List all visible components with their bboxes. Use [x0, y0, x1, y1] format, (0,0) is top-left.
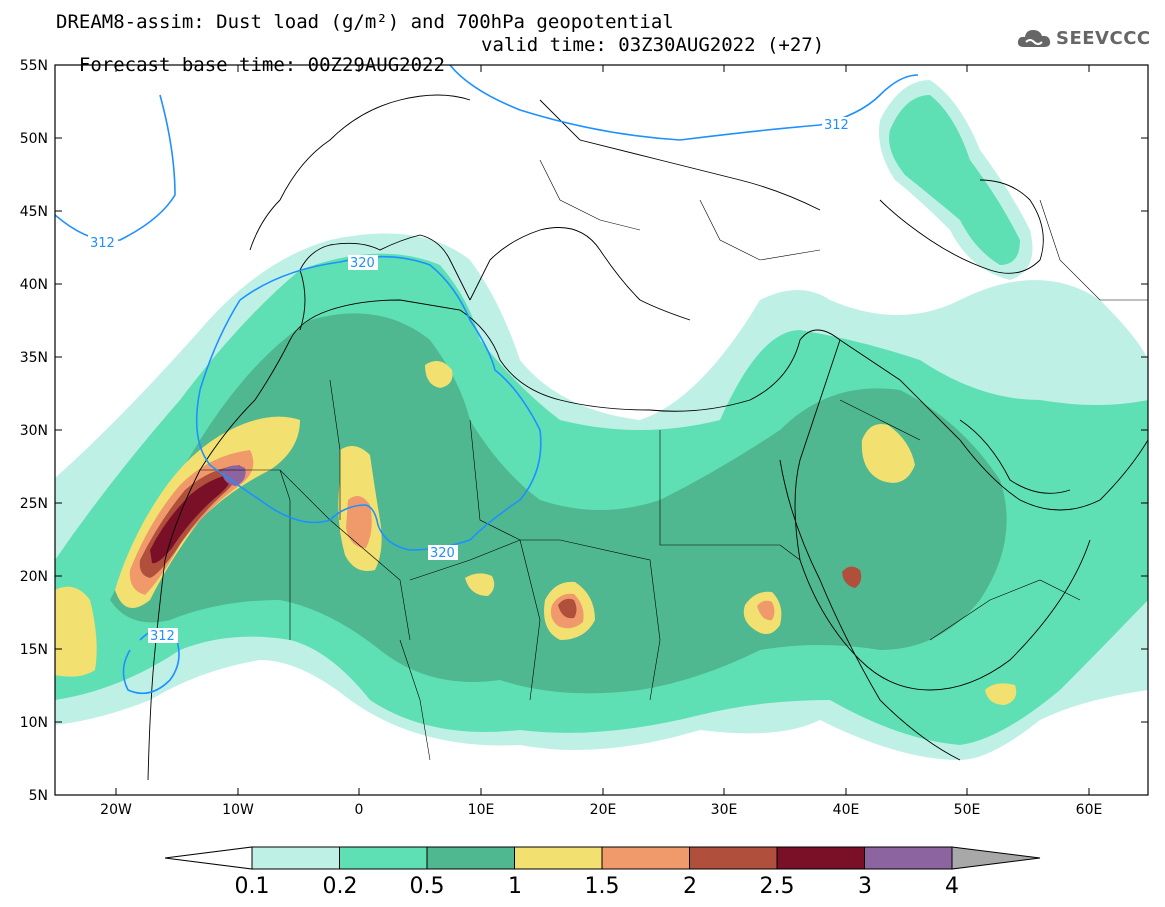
- lon-label: 0: [355, 802, 364, 818]
- lon-label: 50E: [954, 802, 981, 818]
- contour-312-north: [449, 65, 919, 141]
- colorbar-box: [601, 846, 690, 870]
- colorbar-over-arrow: [951, 846, 1041, 870]
- geopotential-contours: [55, 65, 919, 695]
- coastlines: [147, 94, 1148, 781]
- colorbar-label: 0.5: [410, 874, 445, 899]
- lat-label: 45N: [20, 204, 48, 220]
- colorbar-label: 0.2: [323, 874, 358, 899]
- dust-shading: [55, 80, 1148, 761]
- lat-label: 15N: [20, 642, 48, 658]
- logo-text: SEEVCCC: [1056, 27, 1151, 49]
- colorbar-box: [251, 846, 340, 870]
- dust-level-1-tunisia: [425, 361, 453, 388]
- contour-label-312-c: 312: [150, 629, 175, 644]
- colorbar-label: 0.1: [235, 874, 270, 899]
- dust-level-1.5-sudan: [757, 600, 775, 621]
- dust-level-1-atlantic: [55, 586, 97, 677]
- contour-320: [195, 255, 542, 551]
- lat-label: 55N: [20, 58, 48, 74]
- dust-level-1-yemen: [985, 683, 1017, 705]
- contour-labels: 312 312 320 320 312: [88, 117, 852, 644]
- colorbar-label: 1: [508, 874, 522, 899]
- lat-label: 25N: [20, 496, 48, 512]
- axis-ticks: [55, 64, 1148, 795]
- colorbar-under-arrow: [164, 846, 253, 870]
- contour-label-320-a: 320: [350, 256, 375, 271]
- colorbar-label: 4: [945, 874, 959, 899]
- lat-label: 20N: [20, 569, 48, 585]
- dust-level-2-eritrea: [842, 566, 862, 588]
- contour-label-312-a: 312: [90, 236, 115, 251]
- dust-level-3: [222, 465, 246, 486]
- lon-label: 30E: [711, 802, 738, 818]
- colorbar-box: [864, 846, 953, 870]
- lon-label: 20W: [100, 802, 132, 818]
- colorbar-box: [426, 846, 515, 870]
- lat-label: 50N: [20, 131, 48, 147]
- lat-label: 40N: [20, 277, 48, 293]
- cloud-icon: [1017, 30, 1051, 47]
- map-title: DREAM8-assim: Dust load (g/m²) and 700hP…: [56, 11, 674, 33]
- colorbar-label: 1.5: [585, 874, 620, 899]
- colorbar-label: 2.5: [760, 874, 795, 899]
- colorbar-box: [514, 846, 603, 870]
- dust-level-2-tchad: [558, 598, 577, 619]
- dust-level-1.5-algeria: [346, 496, 372, 548]
- colorbar: 0.1 0.2 0.5 1 1.5 2 2.5 3 4: [164, 846, 1041, 899]
- colorbar-box: [689, 846, 778, 870]
- latitude-labels: 55N 50N 45N 40N 35N 30N 25N 20N 15N 10N …: [20, 58, 48, 804]
- colorbar-box: [339, 846, 428, 870]
- lon-label: 20E: [590, 802, 617, 818]
- colorbar-box: [776, 846, 865, 870]
- colorbar-label: 3: [858, 874, 872, 899]
- lon-label: 60E: [1076, 802, 1103, 818]
- contour-label-312-b: 312: [824, 118, 849, 133]
- lat-label: 5N: [29, 788, 48, 804]
- lon-label: 40E: [833, 802, 860, 818]
- lon-label: 10W: [222, 802, 254, 818]
- valid-time-label: valid time: 03Z30AUG2022 (+27): [481, 34, 825, 56]
- lat-label: 30N: [20, 423, 48, 439]
- lat-label: 10N: [20, 715, 48, 731]
- dust-level-1-libya: [465, 573, 495, 596]
- contour-label-320-b: 320: [430, 546, 455, 561]
- dust-level-0.2-caspian: [889, 95, 1020, 265]
- lat-label: 35N: [20, 350, 48, 366]
- colorbar-label: 2: [683, 874, 697, 899]
- longitude-labels: 20W 10W 0 10E 20E 30E 40E 50E 60E: [100, 802, 1102, 818]
- lon-label: 10E: [468, 802, 495, 818]
- dust-level-1-arabia: [861, 424, 915, 483]
- seevccc-logo: SEEVCCC: [1016, 27, 1151, 49]
- contour-312-northwest: [55, 94, 176, 242]
